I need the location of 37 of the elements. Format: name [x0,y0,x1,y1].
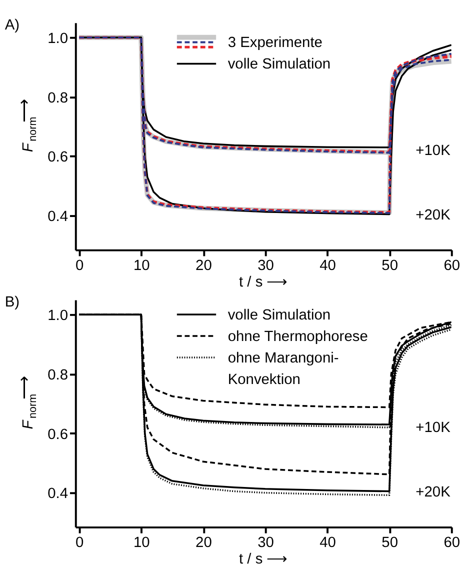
chart-title: A) [4,18,20,34]
x-tick-label: 10 [133,535,150,551]
x-tick-label: 0 [76,535,84,551]
x-axis-title: t / s ⟶ [239,552,289,568]
x-tick-label: 60 [444,535,460,551]
legend-label: volle Simulation [228,307,331,324]
x-tick-label: 30 [258,258,274,274]
legend-label: ohne Marangoni- Konvektion [228,350,339,388]
annotation: +10K [416,142,451,159]
x-tick-label: 30 [258,535,274,551]
x-tick-label: 20 [196,535,212,551]
annotation: +20K [416,484,451,501]
y-tick-label: 0.4 [48,486,68,502]
x-tick-label: 50 [382,535,398,551]
x-tick-label: 60 [444,258,460,274]
annotation: +20K [416,208,451,224]
y-tick-label: 1.0 [48,30,68,47]
chart-title: B) [4,294,20,311]
x-tick-label: 0 [76,258,84,274]
annotation: +10K [416,420,451,436]
y-tick-label: 0.4 [48,209,68,226]
x-tick-label: 40 [320,258,336,274]
x-tick-label: 10 [133,258,150,274]
y-tick-label: 1.0 [48,308,68,324]
y-axis-title: Fnorm⟶ [14,376,40,430]
legend-label: volle Simulation [228,56,331,73]
y-axis-title: Fnorm⟶ [14,98,40,152]
x-tick-label: 20 [196,258,212,274]
x-tick-label: 50 [382,258,398,274]
legend-label: ohne Thermophorese [228,328,368,345]
y-tick-label: 0.8 [48,90,68,106]
legend-label: 3 Experimente [228,35,322,52]
y-tick-label: 0.8 [48,367,68,384]
x-tick-label: 40 [320,535,336,551]
y-tick-label: 0.6 [48,426,68,443]
x-axis-title: t / s ⟶ [239,274,289,291]
y-tick-label: 0.6 [48,150,68,166]
